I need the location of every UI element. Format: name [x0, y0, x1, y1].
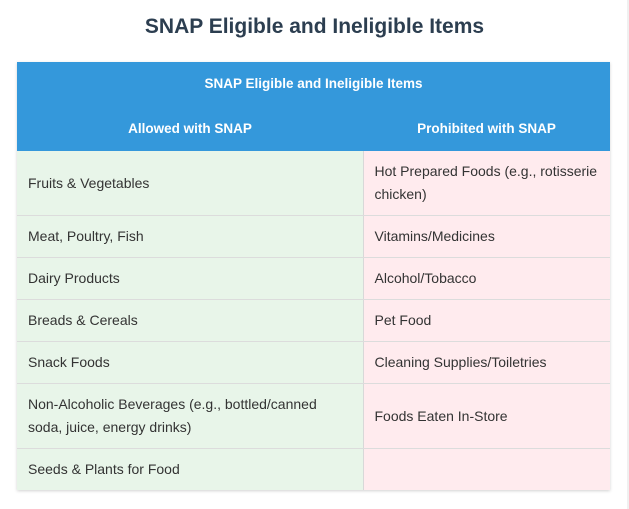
allowed-cell: Snack Foods: [17, 341, 364, 384]
allowed-cell: Meat, Poultry, Fish: [17, 215, 364, 258]
table-caption-row: SNAP Eligible and Ineligible Items: [17, 62, 610, 105]
column-header-row: Allowed with SNAP Prohibited with SNAP: [17, 105, 610, 151]
column-header-prohibited: Prohibited with SNAP: [363, 105, 610, 151]
table-row: Snack Foods Cleaning Supplies/Toiletries: [17, 341, 610, 384]
prohibited-cell: Alcohol/Tobacco: [363, 257, 610, 300]
allowed-cell: Non-Alcoholic Beverages (e.g., bottled/c…: [17, 383, 364, 449]
snap-items-table: SNAP Eligible and Ineligible Items Allow…: [17, 62, 610, 490]
table-header: SNAP Eligible and Ineligible Items Allow…: [17, 62, 610, 151]
allowed-cell: Dairy Products: [17, 257, 364, 300]
prohibited-cell: Vitamins/Medicines: [363, 215, 610, 258]
table-row: Dairy Products Alcohol/Tobacco: [17, 257, 610, 300]
table-row: Breads & Cereals Pet Food: [17, 299, 610, 342]
allowed-cell: Breads & Cereals: [17, 299, 364, 342]
prohibited-cell: Cleaning Supplies/Toiletries: [363, 341, 610, 384]
allowed-cell: Fruits & Vegetables: [17, 151, 364, 216]
prohibited-cell: [363, 448, 610, 490]
table-caption: SNAP Eligible and Ineligible Items: [17, 62, 610, 105]
scrollbar-track[interactable]: [627, 0, 629, 509]
snap-items-table-container: SNAP Eligible and Ineligible Items Allow…: [17, 62, 610, 490]
prohibited-cell: Pet Food: [363, 299, 610, 342]
column-header-allowed: Allowed with SNAP: [17, 105, 363, 151]
table-row: Seeds & Plants for Food: [17, 448, 610, 490]
table-body: Fruits & Vegetables Hot Prepared Foods (…: [17, 151, 610, 490]
table-row: Meat, Poultry, Fish Vitamins/Medicines: [17, 215, 610, 258]
allowed-cell: Seeds & Plants for Food: [17, 448, 364, 490]
table-row: Non-Alcoholic Beverages (e.g., bottled/c…: [17, 383, 610, 449]
page-title: SNAP Eligible and Ineligible Items: [144, 15, 485, 38]
prohibited-cell: Hot Prepared Foods (e.g., rotisserie chi…: [363, 151, 610, 216]
table-row: Fruits & Vegetables Hot Prepared Foods (…: [17, 151, 610, 216]
prohibited-cell: Foods Eaten In-Store: [363, 383, 610, 449]
